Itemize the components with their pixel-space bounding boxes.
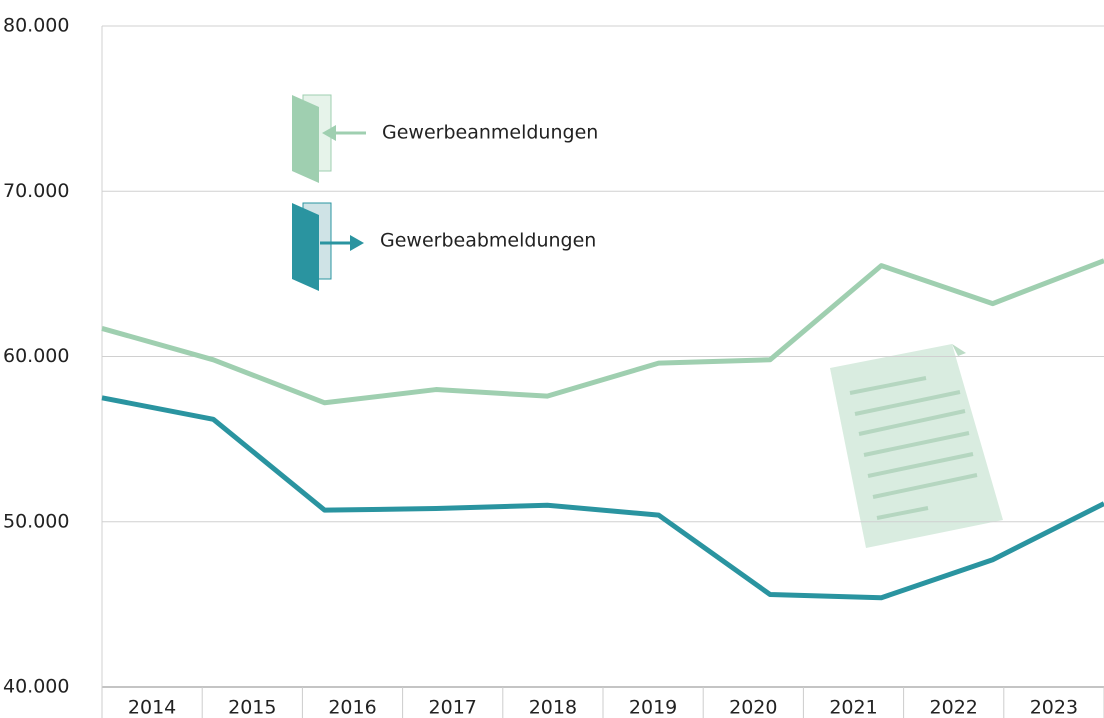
legend-arrowhead <box>322 125 336 141</box>
legend-arrowhead <box>350 235 364 251</box>
legend-item: Gewerbeabmeldungen <box>292 202 596 291</box>
legend-icon-door <box>292 203 319 291</box>
line-series <box>101 395 1104 601</box>
y-tick-label: 70.000 <box>3 180 69 202</box>
y-tick-label: 60.000 <box>3 345 69 367</box>
x-tick-label: 2022 <box>930 697 978 718</box>
line-series <box>101 258 1104 406</box>
x-tick-label: 2019 <box>629 697 677 718</box>
x-tick-label: 2015 <box>228 697 276 718</box>
x-tick-label: 2014 <box>128 697 176 718</box>
x-tick-label: 2018 <box>529 697 577 718</box>
x-tick-label: 2023 <box>1030 697 1078 718</box>
legend-icon-door <box>292 95 319 183</box>
x-tick-label: 2016 <box>328 697 376 718</box>
y-tick-label: 80.000 <box>3 15 69 37</box>
legend-label: Gewerbeabmeldungen <box>380 230 596 252</box>
y-tick-label: 40.000 <box>3 676 69 698</box>
document-illustration <box>830 344 1003 548</box>
y-tick-label: 50.000 <box>3 510 69 532</box>
x-tick-label: 2021 <box>829 697 877 718</box>
legend-label: Gewerbeanmeldungen <box>382 122 598 144</box>
x-tick-label: 2017 <box>429 697 477 718</box>
x-tick-label: 2020 <box>729 697 777 718</box>
legend-item: Gewerbeanmeldungen <box>292 94 598 183</box>
